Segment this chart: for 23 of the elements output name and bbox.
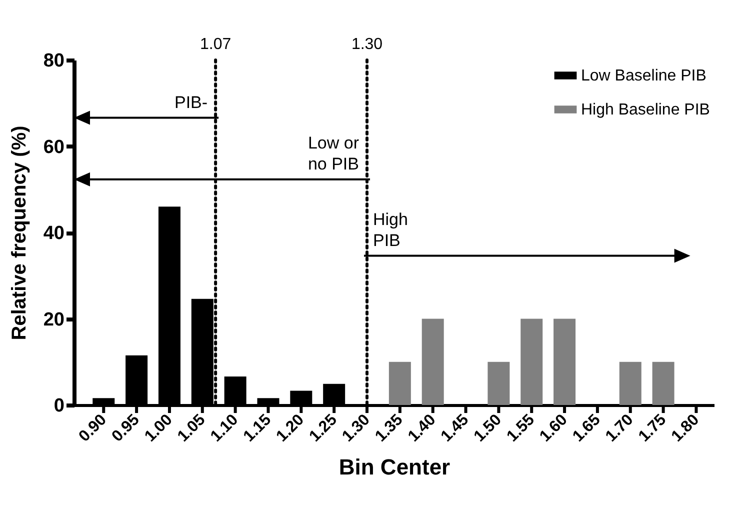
bar <box>619 362 642 405</box>
bar <box>652 362 674 405</box>
x-axis-title: Bin Center <box>338 454 451 480</box>
legend-label: High Baseline PIB <box>581 102 710 118</box>
x-tick-label: 0.90 <box>76 411 110 446</box>
legend-label: Low Baseline PIB <box>581 68 706 84</box>
ref-line-label: 1.30 <box>351 36 383 53</box>
y-axis-title: Relative frequency (%) <box>8 126 30 340</box>
ref-line-label: 1.07 <box>200 36 232 53</box>
bar <box>488 362 510 405</box>
annotation: PIB- <box>174 92 208 112</box>
bar <box>554 318 576 405</box>
y-tick-label: 0 <box>54 396 64 416</box>
y-tick-label: 20 <box>43 309 64 330</box>
x-tick-label: 0.95 <box>108 411 143 446</box>
bar <box>388 362 411 405</box>
y-tick-label: 60 <box>43 136 64 158</box>
y-tick-label: 40 <box>43 223 64 244</box>
y-tick-label: 80 <box>43 50 64 72</box>
bar <box>422 318 444 405</box>
bar <box>520 318 543 405</box>
annotation: Low or no PIB <box>308 133 360 174</box>
annotation: High PIB <box>373 210 408 250</box>
